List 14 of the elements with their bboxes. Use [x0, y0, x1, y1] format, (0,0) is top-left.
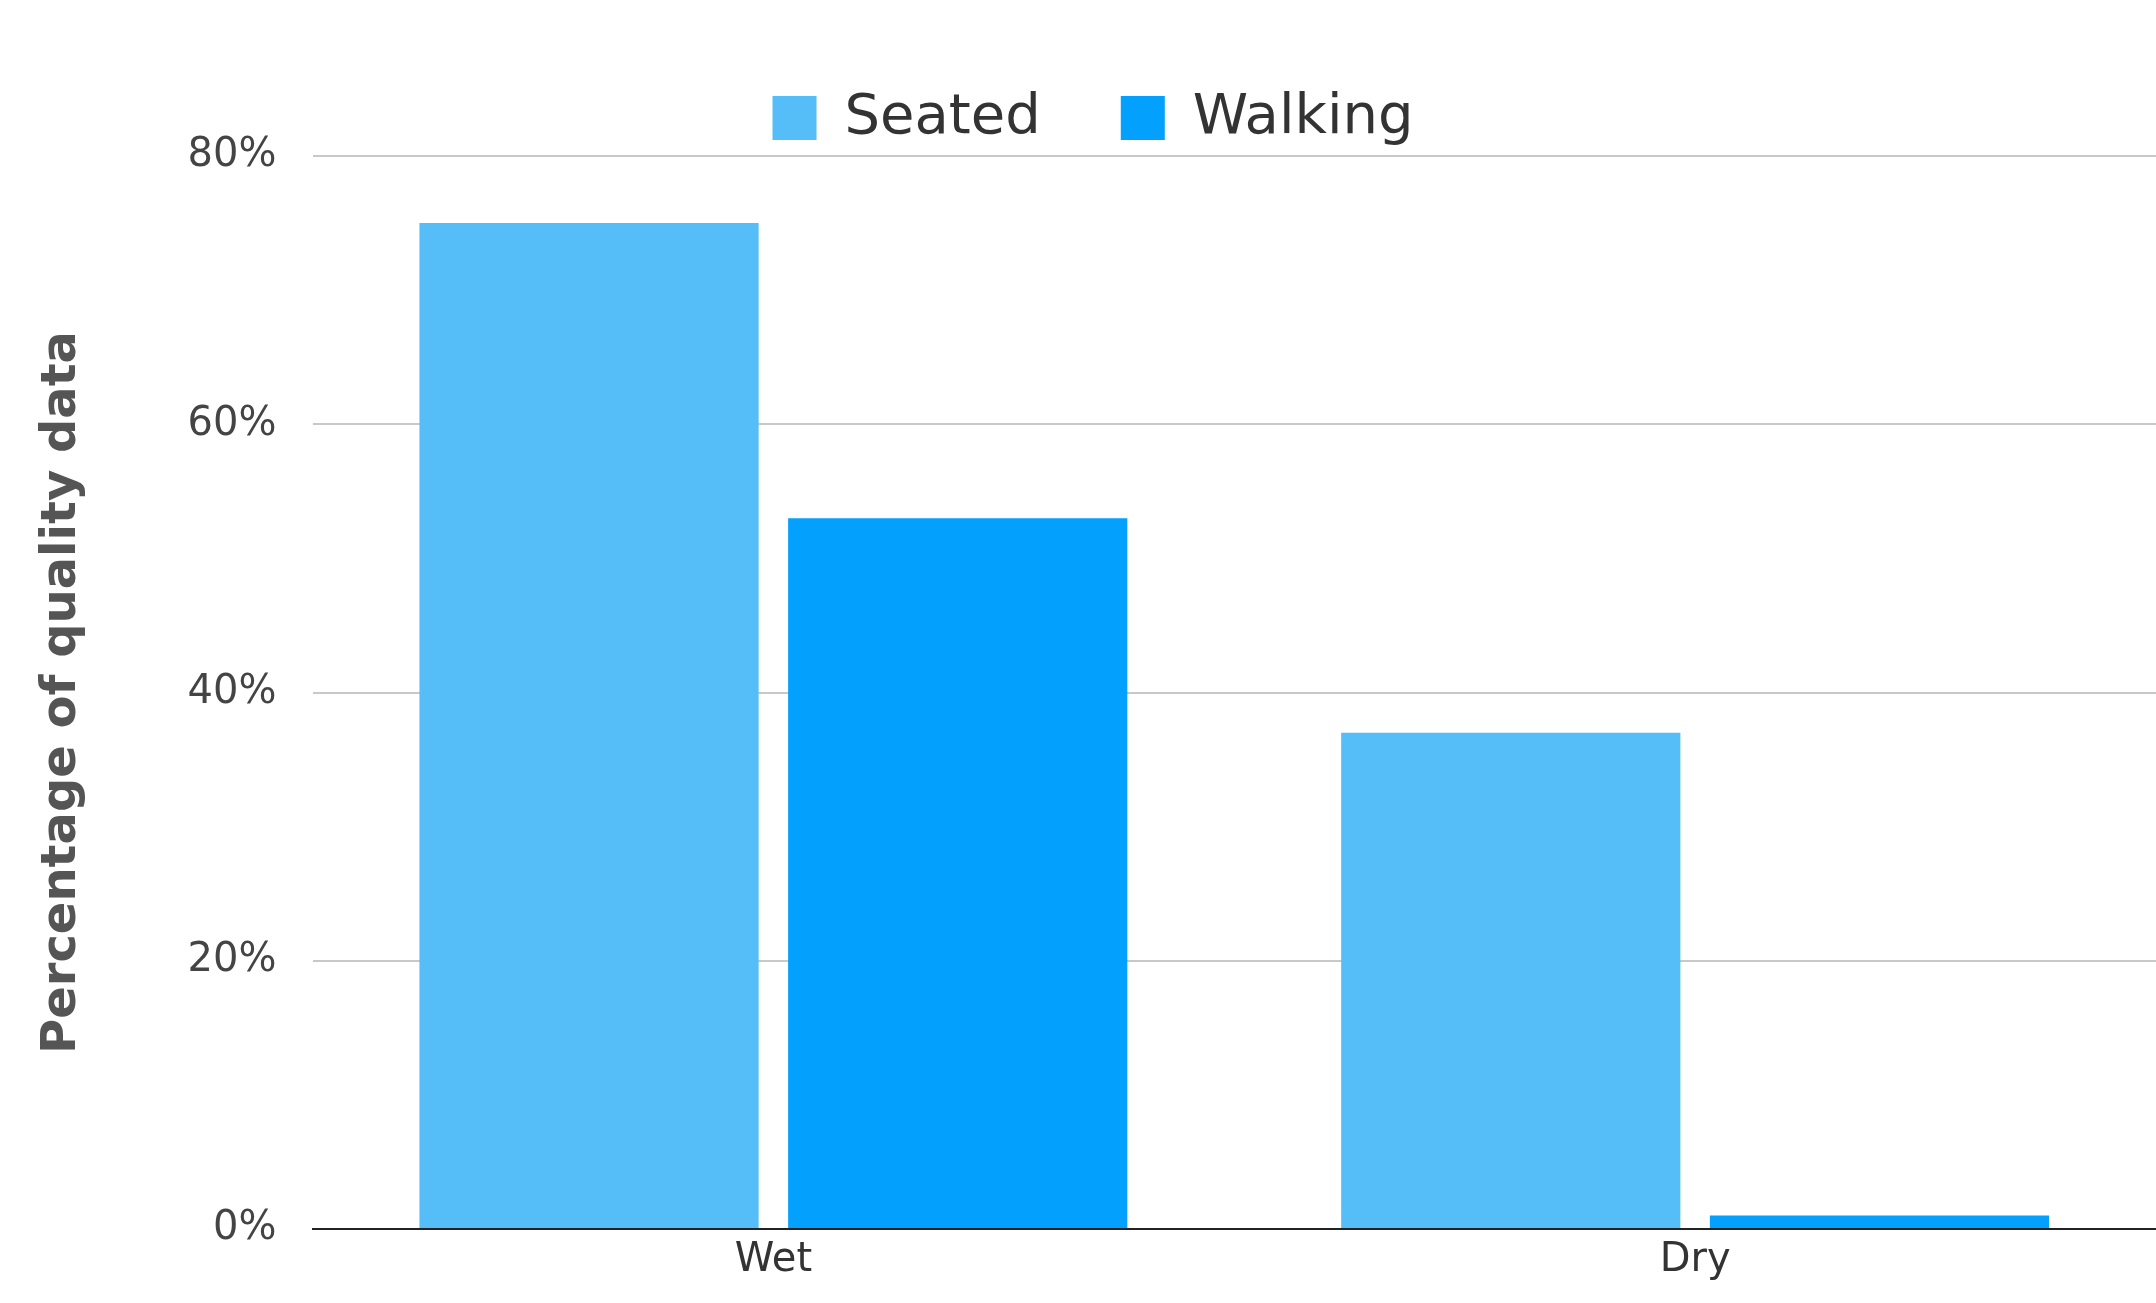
- y-tick-label: 60%: [187, 397, 277, 444]
- bar: [1709, 1215, 2050, 1228]
- bar: [419, 223, 759, 1228]
- legend-label: Seated: [844, 80, 1041, 146]
- y-tick-label: 20%: [187, 934, 277, 981]
- bar: [788, 518, 1128, 1228]
- x-tick-label: Wet: [734, 1234, 813, 1281]
- bar: [1341, 732, 1681, 1228]
- y-tick-label: 80%: [187, 129, 277, 176]
- x-tick-label: Dry: [1659, 1234, 1731, 1281]
- legend-label: Walking: [1192, 80, 1414, 146]
- y-axis-title: Percentage of quality data: [30, 331, 87, 1054]
- y-tick-label: 0%: [213, 1202, 277, 1249]
- y-tick-label: 40%: [187, 665, 277, 712]
